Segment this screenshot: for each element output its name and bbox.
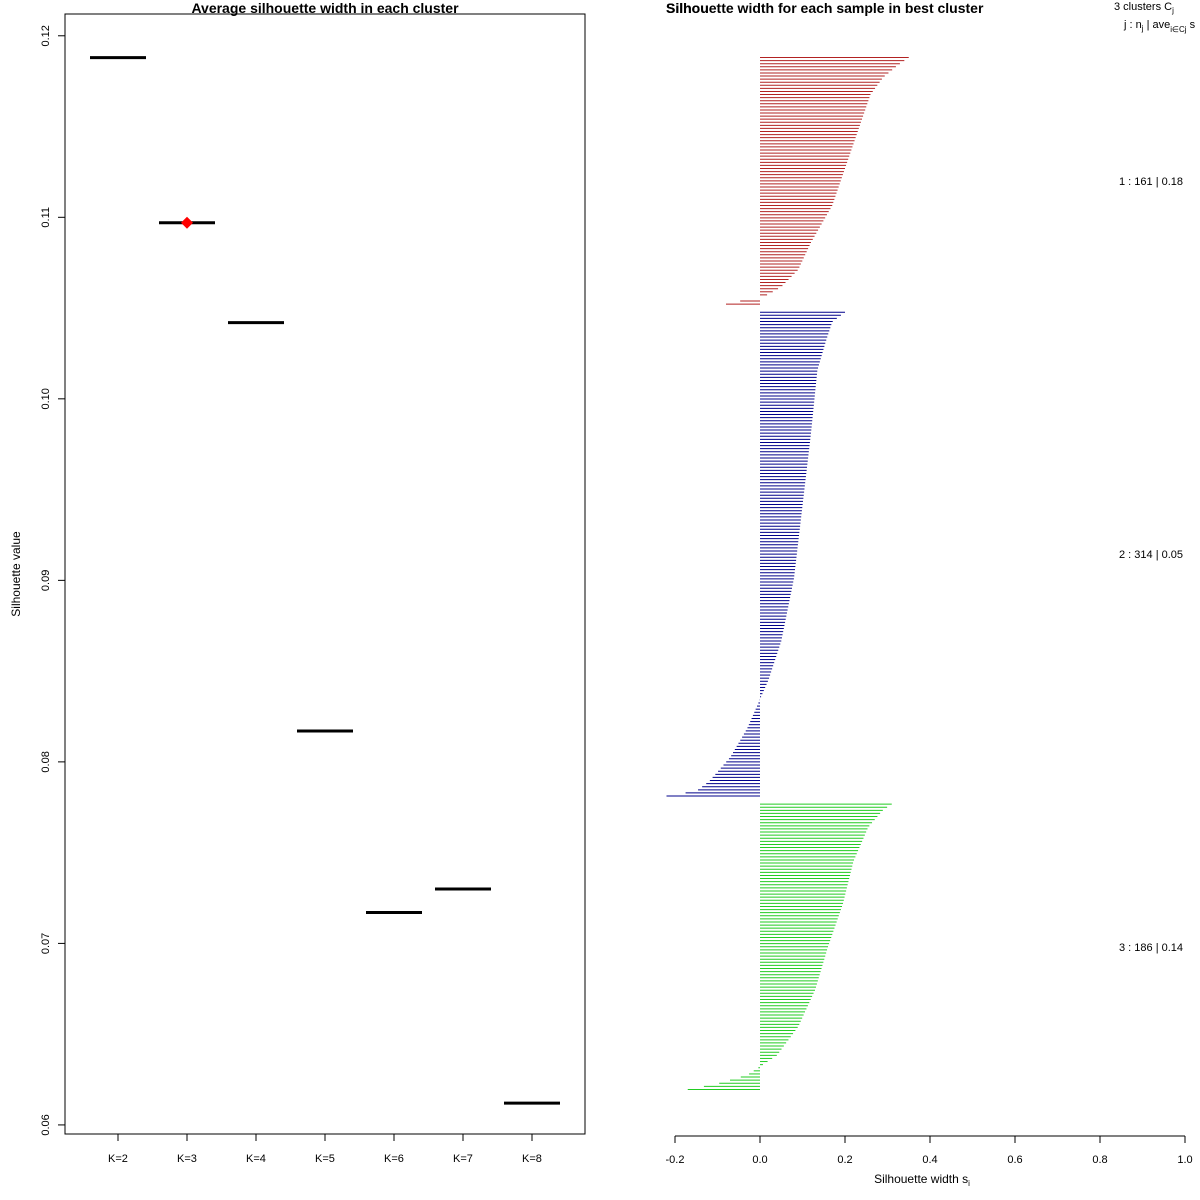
cluster-1-label: 1 : 161 | 0.18 bbox=[1119, 176, 1183, 188]
left-y-tick-label: 0.06 bbox=[40, 1114, 52, 1135]
left-x-axis: K=2 K=3 K=4 K=5 K=6 K=7 K=8 bbox=[108, 1134, 542, 1165]
cluster-header-line2: j : nj | avei∈Cj s bbox=[1123, 19, 1196, 34]
left-x-tick-label: K=2 bbox=[108, 1153, 128, 1165]
left-y-axis-label: Silhouette value bbox=[9, 531, 23, 617]
right-x-tick-label: 1.0 bbox=[1177, 1154, 1192, 1166]
best-k-marker bbox=[181, 216, 193, 229]
left-chart-title: Average silhouette width in each cluster bbox=[191, 0, 459, 16]
left-x-tick-label: K=8 bbox=[522, 1153, 542, 1165]
right-bars bbox=[666, 57, 909, 1090]
cluster-3-bars bbox=[687, 803, 892, 1090]
left-y-tick-label: 0.09 bbox=[40, 570, 52, 591]
cluster-header-line1: 3 clusters Cj bbox=[1114, 1, 1174, 15]
left-x-tick-label: K=7 bbox=[453, 1153, 473, 1165]
left-marks bbox=[90, 56, 560, 1105]
left-y-tick-label: 0.10 bbox=[40, 388, 52, 409]
cluster-1-bars bbox=[726, 57, 909, 305]
right-x-axis: -0.2 0.0 0.2 0.4 0.6 0.8 1.0 bbox=[666, 1135, 1193, 1166]
right-chart: Silhou Silhouette width for each sample … bbox=[666, 0, 1196, 1188]
left-y-tick-label: 0.07 bbox=[40, 933, 52, 954]
left-chart: Average silhouette width in each cluster… bbox=[9, 0, 586, 1165]
right-x-tick-label: 0.0 bbox=[752, 1154, 767, 1166]
left-x-tick-label: K=4 bbox=[246, 1153, 266, 1165]
right-x-tick-label: 0.2 bbox=[837, 1154, 852, 1166]
left-y-axis: 0.06 0.07 0.08 0.09 0.10 0.11 0.12 bbox=[40, 25, 65, 1136]
right-x-axis-label: Silhouette width si bbox=[874, 1172, 970, 1188]
cluster-header: 3 clusters Cj j : nj | avei∈Cj s bbox=[1114, 1, 1196, 34]
right-chart-title: Silhouette width for each sample in best… bbox=[666, 0, 984, 16]
left-y-tick-label: 0.12 bbox=[40, 25, 52, 46]
left-x-tick-label: K=3 bbox=[177, 1153, 197, 1165]
right-x-tick-label: -0.2 bbox=[666, 1154, 685, 1166]
cluster-2-bars bbox=[666, 311, 845, 797]
right-x-tick-label: 0.8 bbox=[1092, 1154, 1107, 1166]
left-x-tick-label: K=6 bbox=[384, 1153, 404, 1165]
right-x-tick-label: 0.4 bbox=[922, 1154, 937, 1166]
left-y-tick-label: 0.11 bbox=[40, 207, 52, 228]
right-x-tick-label: 0.6 bbox=[1007, 1154, 1022, 1166]
cluster-3-label: 3 : 186 | 0.14 bbox=[1119, 942, 1183, 954]
left-x-tick-label: K=5 bbox=[315, 1153, 335, 1165]
cluster-2-label: 2 : 314 | 0.05 bbox=[1119, 549, 1183, 561]
left-plot-frame bbox=[64, 13, 586, 1135]
right-chart-title-overlap: Silhou bbox=[666, 0, 709, 16]
left-y-tick-label: 0.08 bbox=[40, 751, 52, 772]
cluster-labels: 1 : 161 | 0.18 2 : 314 | 0.05 3 : 186 | 0.… bbox=[1119, 176, 1183, 954]
